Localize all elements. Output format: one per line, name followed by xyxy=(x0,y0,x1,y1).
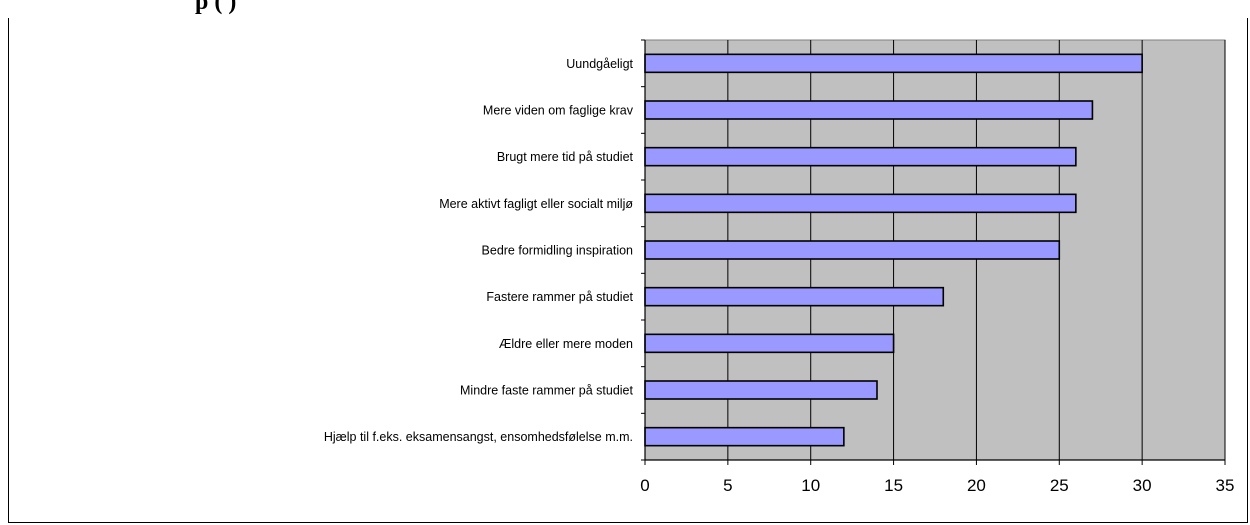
bar xyxy=(644,240,1061,260)
x-tick-label: 5 xyxy=(723,476,732,495)
bar xyxy=(644,426,845,447)
bar xyxy=(644,146,1077,167)
header-strip: p ( ) xyxy=(0,0,1250,18)
bar xyxy=(644,193,1077,214)
category-labels: Uundgåeligt Mere viden om faglige krav Bru… xyxy=(324,57,634,444)
category-label: Mere viden om faglige krav xyxy=(483,104,634,118)
x-tick-label: 20 xyxy=(967,476,986,495)
x-tick-label: 10 xyxy=(801,476,820,495)
category-label: Bedre formidling inspiration xyxy=(482,244,634,258)
bar xyxy=(644,53,1143,74)
category-label: Mere aktivt fagligt eller socialt miljø xyxy=(439,197,633,211)
x-tick-label: 15 xyxy=(884,476,903,495)
x-tick-label: 0 xyxy=(640,476,649,495)
bars xyxy=(644,53,1143,447)
tick-labels: 0 5 10 15 20 25 30 35 xyxy=(640,476,1234,495)
bar xyxy=(644,333,895,354)
bar xyxy=(644,380,878,400)
category-label: Uundgåeligt xyxy=(566,57,633,71)
category-label: Hjælp til f.eks. eksamensangst, ensomhed… xyxy=(324,430,633,444)
bar xyxy=(644,100,1094,120)
x-tick-label: 35 xyxy=(1216,476,1235,495)
axes xyxy=(641,39,1226,465)
bar xyxy=(644,286,945,307)
chart-frame xyxy=(8,18,1248,523)
x-tick-label: 25 xyxy=(1050,476,1069,495)
category-label: Ældre eller mere moden xyxy=(499,337,633,351)
header-fragment: p ( ) xyxy=(195,0,237,15)
category-label: Brugt mere tid på studiet xyxy=(497,150,634,164)
x-tick-label: 30 xyxy=(1133,476,1152,495)
category-label: Fastere rammer på studiet xyxy=(486,290,633,304)
category-label: Mindre faste rammer på studiet xyxy=(460,384,634,398)
